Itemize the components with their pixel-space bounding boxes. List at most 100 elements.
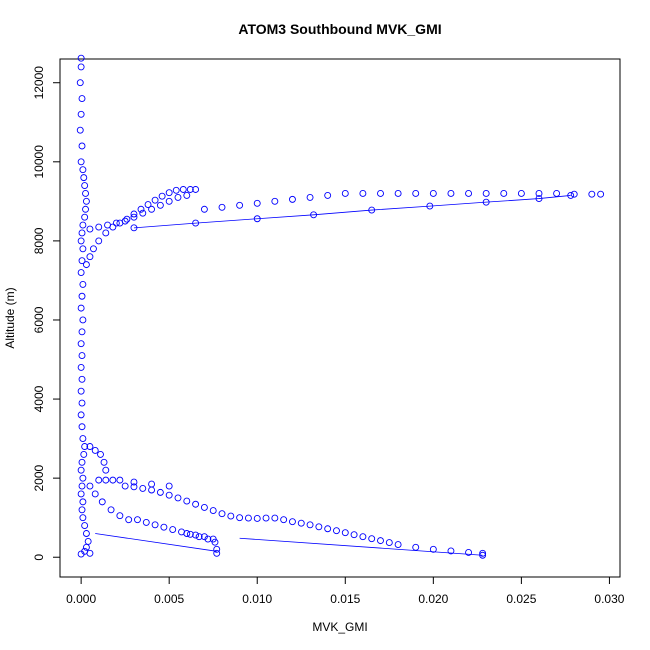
data-point	[86, 253, 94, 261]
data-point	[79, 435, 87, 443]
data-point	[567, 191, 575, 199]
data-point	[200, 533, 208, 541]
data-point	[195, 533, 203, 541]
data-point	[79, 474, 87, 482]
data-point	[385, 539, 393, 547]
y-axis-label: Altitude (m)	[3, 287, 17, 348]
data-point	[186, 186, 194, 193]
data-point	[192, 219, 200, 227]
data-point	[500, 189, 508, 197]
data-point	[79, 166, 87, 174]
data-point	[426, 202, 434, 210]
data-point	[465, 189, 473, 197]
data-point	[116, 476, 124, 484]
y-tick-label: 4000	[32, 385, 46, 412]
data-point	[192, 500, 200, 508]
data-point	[310, 211, 318, 219]
data-point	[271, 514, 279, 522]
data-point	[553, 189, 561, 197]
data-point	[429, 189, 437, 197]
data-point	[447, 547, 455, 555]
data-point	[78, 257, 86, 265]
data-point	[227, 512, 235, 520]
data-point	[394, 189, 402, 197]
data-point	[297, 519, 305, 527]
data-point	[77, 304, 85, 312]
data-point	[200, 205, 208, 213]
data-point	[165, 482, 173, 490]
data-point	[107, 506, 115, 514]
data-point	[82, 189, 89, 197]
x-tick-label: 0.000	[66, 592, 96, 606]
data-point	[78, 423, 86, 431]
data-point	[78, 352, 86, 360]
data-point	[125, 516, 133, 524]
data-point	[77, 54, 85, 62]
data-point	[86, 549, 94, 557]
data-point	[192, 186, 200, 193]
data-point	[156, 488, 164, 496]
data-point	[82, 261, 90, 269]
data-point	[253, 215, 261, 223]
data-point	[82, 543, 90, 551]
data-point	[253, 515, 261, 522]
data-point	[412, 543, 420, 551]
data-point	[148, 205, 156, 213]
data-point	[280, 516, 288, 524]
y-tick-label: 12000	[32, 66, 46, 100]
data-point	[77, 340, 85, 348]
data-point	[116, 512, 124, 520]
data-point	[394, 541, 402, 549]
data-point	[160, 523, 168, 531]
data-point	[81, 213, 89, 221]
data-point	[209, 507, 217, 515]
data-point	[77, 387, 85, 395]
data-point	[447, 189, 455, 197]
data-point	[80, 450, 88, 458]
data-point	[77, 490, 85, 498]
data-point	[341, 189, 349, 197]
y-axis: 0 2000 4000 6000 8000 10000 12000	[32, 66, 61, 561]
data-point	[183, 191, 191, 199]
data-point	[479, 549, 487, 557]
x-tick-label: 0.025	[506, 592, 536, 606]
data-point	[271, 197, 279, 205]
data-point	[213, 549, 221, 557]
data-point	[236, 201, 244, 209]
x-axis-label: MVK_GMI	[312, 620, 367, 634]
data-point	[183, 497, 191, 505]
data-point	[200, 503, 208, 511]
data-point	[130, 483, 138, 491]
data-point	[183, 530, 191, 537]
data-point	[139, 209, 147, 217]
data-point	[76, 126, 84, 134]
data-point	[86, 225, 94, 233]
data-point	[315, 523, 323, 531]
x-tick-label: 0.030	[594, 592, 624, 606]
data-point	[368, 206, 376, 214]
data-point	[142, 518, 150, 526]
data-point	[78, 482, 86, 490]
data-point	[218, 203, 226, 211]
data-point	[82, 530, 90, 537]
data-point	[78, 95, 86, 102]
data-point	[535, 195, 543, 203]
data-point	[79, 316, 87, 324]
data-point	[134, 516, 141, 524]
data-point	[341, 529, 349, 537]
data-point	[359, 533, 367, 541]
data-point	[588, 190, 596, 198]
data-point	[78, 292, 86, 300]
data-point	[482, 189, 490, 197]
data-point	[104, 221, 111, 229]
data-point	[78, 142, 86, 150]
data-point	[77, 466, 85, 474]
data-point	[359, 189, 367, 197]
data-point	[79, 245, 87, 253]
series-line	[133, 195, 571, 229]
data-point	[77, 411, 85, 419]
data-point	[82, 205, 89, 213]
data-point	[86, 482, 94, 490]
data-point	[121, 482, 129, 490]
series-points	[76, 54, 605, 559]
